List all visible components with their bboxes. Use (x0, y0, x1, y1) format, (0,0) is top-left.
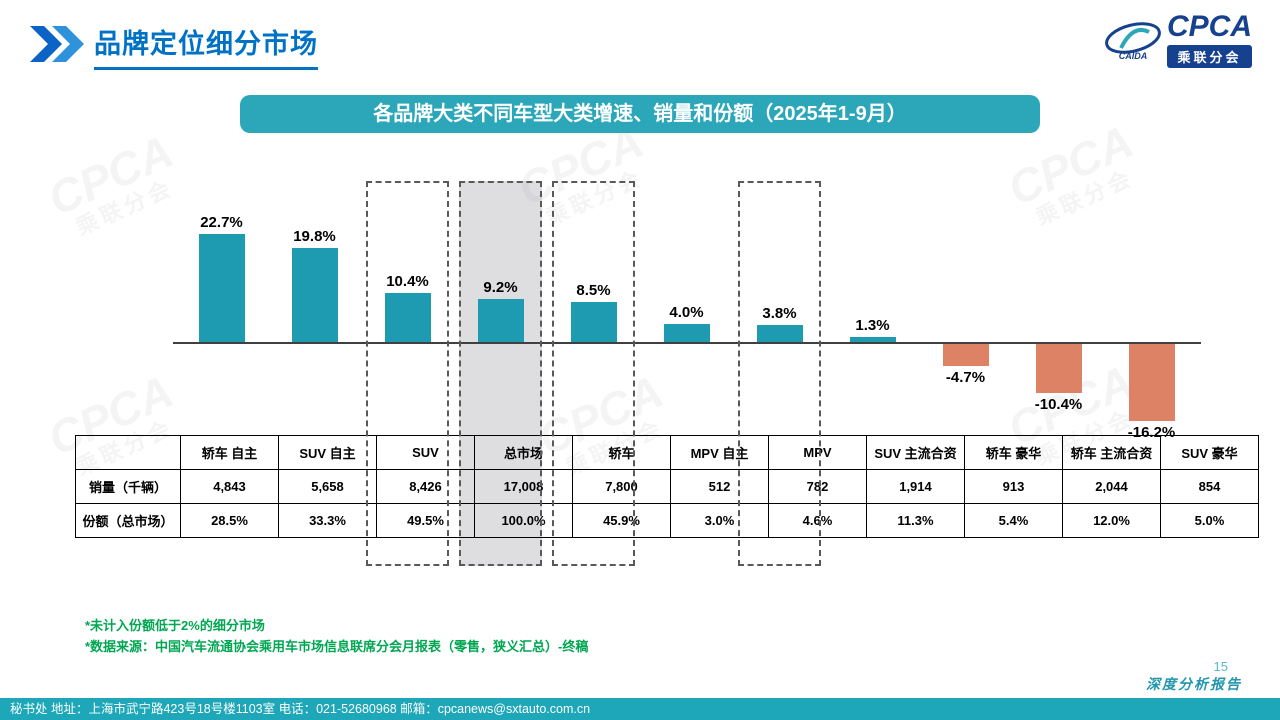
table-header-cell: MPV 自主 (670, 435, 769, 470)
bar (1035, 343, 1082, 393)
page-number: 15 (1213, 659, 1228, 674)
table-header-cell: 轿车 (572, 435, 671, 470)
table-sales-cell: 5,658 (278, 469, 377, 504)
bar-chart: 22.7% 19.8% 10.4% 9.2% 8.5% 4.0% 3.8% 1.3% -4.7%… (175, 170, 1198, 441)
chart-column-4: 9.2% (454, 170, 547, 435)
table-header-cell: 轿车 豪华 (964, 435, 1063, 470)
bar-value-label: 22.7% (200, 214, 243, 232)
table-share-cell: 5.4% (964, 503, 1063, 538)
table-share-cell: 3.0% (670, 503, 769, 538)
bar (1128, 343, 1175, 421)
bar (291, 247, 338, 343)
table-sales-cell: 512 (670, 469, 769, 504)
chart-column-1: 22.7% (175, 170, 268, 435)
cpca-logo-swoosh-icon: CAIDA (1105, 22, 1161, 61)
table-share-cell: 45.9% (572, 503, 671, 538)
table-sales-cell: 7,800 (572, 469, 671, 504)
bar-value-label: 19.8% (293, 227, 336, 245)
x-axis-line (173, 342, 1201, 344)
table-header-cell: SUV 主流合资 (866, 435, 965, 470)
bar (384, 293, 431, 343)
chart-title-banner: 各品牌大类不同车型大类增速、销量和份额（2025年1-9月） (240, 95, 1040, 133)
table-header-row: 轿车 自主 SUV 自主 SUV 总市场 轿车 MPV 自主 MPV SUV 主流合资 轿车 豪… (75, 435, 1259, 470)
chart-column-8: 1.3% (826, 170, 919, 435)
table-sales-cell: 4,843 (180, 469, 279, 504)
data-table: 轿车 自主 SUV 自主 SUV 总市场 轿车 MPV 自主 MPV SUV 主流合资 轿车 豪… (75, 435, 1259, 538)
footnote-2: *数据来源：中国汽车流通协会乘用车市场信息联席分会月报表（零售，狭义汇总）-终稿 (85, 638, 589, 654)
table-share-cell: 28.5% (180, 503, 279, 538)
table-share-cell: 12.0% (1062, 503, 1161, 538)
footer-contact-bar: 秘书处 地址：上海市武宁路423号18号楼1103室 电话：021-526809… (0, 698, 1280, 720)
bar-value-label: 9.2% (483, 278, 518, 296)
chart-column-7: 3.8% (733, 170, 826, 435)
table-header-cell: MPV (768, 435, 867, 470)
table-share-cell: 100.0% (474, 503, 573, 538)
table-header-cell: SUV 自主 (278, 435, 377, 470)
table-share-cell: 11.3% (866, 503, 965, 538)
bar-value-label: -10.4% (1034, 395, 1083, 413)
bar-value-label: 1.3% (855, 316, 890, 334)
chart-column-10: -10.4% (1012, 170, 1105, 435)
cpca-logo-brand: CPCA (1166, 10, 1252, 43)
bar-value-label: 4.0% (669, 303, 704, 321)
table-sales-cell: 17,008 (474, 469, 573, 504)
chart-column-9: -4.7% (919, 170, 1012, 435)
table-share-cell: 5.0% (1160, 503, 1259, 538)
bar-value-label: 10.4% (386, 273, 429, 291)
table-corner-cell (75, 435, 181, 470)
cpca-logo-caida-text: CAIDA (1119, 51, 1148, 61)
table-sales-cell: 782 (768, 469, 867, 504)
bar (570, 302, 617, 343)
report-type-label: 深度分析报告 (1146, 678, 1242, 693)
bar (942, 343, 989, 366)
table-share-row: 份额（总市场） 28.5% 33.3% 49.5% 100.0% 45.9% 3.0% 4.6… (75, 503, 1259, 538)
bar (198, 234, 245, 343)
cpca-logo: CAIDA CPCA 乘联分会 (1103, 12, 1252, 68)
bar (663, 323, 710, 343)
chart-column-6: 4.0% (640, 170, 733, 435)
table-sales-cell: 2,044 (1062, 469, 1161, 504)
cpca-watermark: CPCA 乘联分会 (40, 124, 181, 241)
cpca-logo-text: CPCA 乘联分会 (1166, 10, 1252, 68)
bar-value-label: 8.5% (576, 282, 611, 300)
bar (756, 324, 803, 343)
double-chevron-icon (30, 26, 84, 62)
table-header-cell: SUV (376, 435, 475, 470)
footnote-1: *未计入份额低于2%的细分市场 (85, 618, 265, 633)
table-row-label: 份额（总市场） (75, 503, 181, 538)
table-sales-cell: 1,914 (866, 469, 965, 504)
table-row-label: 销量（千辆） (75, 469, 181, 504)
table-sales-cell: 913 (964, 469, 1063, 504)
page-title: 品牌定位细分市场 (94, 22, 318, 70)
table-share-cell: 49.5% (376, 503, 475, 538)
table-header-cell: 轿车 自主 (180, 435, 279, 470)
table-header-cell: 总市场 (474, 435, 573, 470)
footnotes: *未计入份额低于2%的细分市场 *数据来源：中国汽车流通协会乘用车市场信息联席分… (85, 616, 588, 658)
table-header-cell: SUV 豪华 (1160, 435, 1259, 470)
chart-column-2: 19.8% (268, 170, 361, 435)
table-sales-row: 销量（千辆） 4,843 5,658 8,426 17,008 7,800 512 782 1,… (75, 469, 1259, 504)
table-sales-cell: 854 (1160, 469, 1259, 504)
bar (477, 298, 524, 343)
bar-value-label: -4.7% (945, 368, 986, 386)
bar-value-label: 3.8% (762, 304, 797, 322)
chart-column-11: -16.2% (1105, 170, 1198, 441)
chart-column-3: 10.4% (361, 170, 454, 435)
table-sales-cell: 8,426 (376, 469, 475, 504)
table-share-cell: 4.6% (768, 503, 867, 538)
bar (849, 336, 896, 343)
cpca-logo-subbrand: 乘联分会 (1166, 45, 1252, 68)
chart-column-5: 8.5% (547, 170, 640, 435)
table-header-cell: 轿车 主流合资 (1062, 435, 1161, 470)
table-share-cell: 33.3% (278, 503, 377, 538)
